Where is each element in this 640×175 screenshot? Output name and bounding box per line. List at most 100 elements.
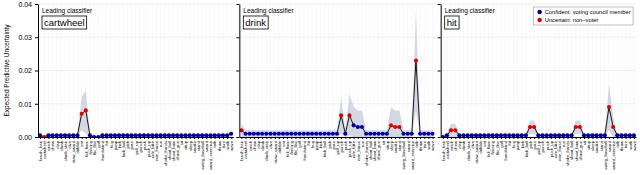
y-tick-mark <box>438 37 441 38</box>
grid-line-x <box>378 4 379 137</box>
x-tick: handstand <box>302 137 307 161</box>
point <box>624 133 628 137</box>
line <box>40 110 231 137</box>
grid-line-x <box>123 4 124 137</box>
point <box>377 132 381 136</box>
x-tick-mark <box>152 137 153 139</box>
x-tick-mark <box>173 137 174 139</box>
x-tick-mark <box>119 137 120 139</box>
x-tick-mark <box>194 137 195 139</box>
grid-line-x <box>148 4 149 137</box>
point <box>491 133 495 137</box>
x-tick-mark <box>634 137 635 139</box>
title-box: cartwheel <box>42 16 87 29</box>
grid-line-x <box>424 4 425 137</box>
x-tick-mark <box>433 137 434 139</box>
grid-line-x <box>517 4 518 137</box>
title-frame <box>445 16 459 29</box>
grid-line-x <box>98 4 99 137</box>
x-tick-mark <box>86 137 87 139</box>
grid-line-x <box>411 4 412 137</box>
grid-line-x <box>143 4 144 137</box>
point <box>322 132 326 136</box>
x-tick-mark <box>617 137 618 139</box>
x-axis-line <box>240 137 435 138</box>
x-tick-mark <box>57 137 58 139</box>
point <box>302 132 306 136</box>
y-tick-label: 0.01 <box>18 100 32 107</box>
y-axis-line <box>38 5 39 138</box>
x-tick: shoot_gun <box>578 137 583 161</box>
title-frame <box>42 16 87 29</box>
x-tick-mark <box>90 137 91 139</box>
x-tick-mark <box>190 137 191 139</box>
x-tick: ride_horse <box>154 137 159 161</box>
grid-line-x <box>210 4 211 137</box>
grid-line-x <box>386 4 387 137</box>
x-tick-mark <box>254 137 255 139</box>
point <box>414 58 418 62</box>
x-tick-mark <box>551 137 552 139</box>
grid-line-x <box>513 4 514 137</box>
x-tick-mark <box>177 137 178 139</box>
x-tick-mark <box>621 137 622 139</box>
x-tick-mark <box>161 137 162 139</box>
x-tick-mark <box>597 137 598 139</box>
x-tick-mark <box>258 137 259 139</box>
grid-line-x <box>337 4 338 137</box>
x-tick-mark <box>279 137 280 139</box>
x-tick-mark <box>271 137 272 139</box>
point <box>167 133 171 137</box>
line <box>443 107 634 137</box>
point <box>117 133 121 137</box>
y-tick <box>236 71 239 72</box>
point <box>347 113 351 117</box>
y-tick: 0.03 <box>18 34 38 41</box>
x-tick-mark <box>613 137 614 139</box>
point <box>368 132 372 136</box>
point <box>150 133 154 137</box>
point <box>63 133 67 137</box>
x-tick-label: wave <box>229 140 234 150</box>
point <box>146 133 150 137</box>
x-tick-mark <box>181 137 182 139</box>
point <box>277 132 281 136</box>
point <box>406 132 410 136</box>
y-axis-line <box>239 5 240 138</box>
grid-line-x <box>403 4 404 137</box>
grid-line-x <box>530 4 531 137</box>
grid-line-x <box>160 4 161 137</box>
x-tick-mark <box>559 137 560 139</box>
y-tick-mark <box>438 137 441 138</box>
grid-line-x <box>407 4 408 137</box>
point <box>192 133 196 137</box>
x-tick-mark <box>77 137 78 139</box>
point <box>586 133 590 137</box>
grid-line-x <box>189 4 190 137</box>
grid-line-x <box>488 4 489 137</box>
grid-line-x <box>139 4 140 137</box>
point <box>449 128 453 132</box>
x-tick-mark <box>241 137 242 139</box>
x-tick-mark <box>127 137 128 139</box>
point <box>422 132 426 136</box>
point <box>615 133 619 137</box>
legend-entry: Confident: voting council member <box>537 9 630 15</box>
grid-line-x <box>374 4 375 137</box>
x-tick-mark <box>493 137 494 139</box>
point <box>474 133 478 137</box>
grid-line-x <box>366 4 367 137</box>
point <box>200 133 204 137</box>
grid-line-x <box>428 4 429 137</box>
point <box>381 132 385 136</box>
grid-line-x <box>328 4 329 137</box>
panel: brush_haircartwheelcatchchewclapclimbcli… <box>438 4 637 170</box>
grid-line-x <box>521 4 522 137</box>
x-tick-mark <box>497 137 498 139</box>
title-frame <box>243 16 268 29</box>
point <box>520 133 524 137</box>
point <box>121 133 125 137</box>
x-tick-mark <box>140 137 141 139</box>
point <box>285 132 289 136</box>
point <box>225 133 229 137</box>
